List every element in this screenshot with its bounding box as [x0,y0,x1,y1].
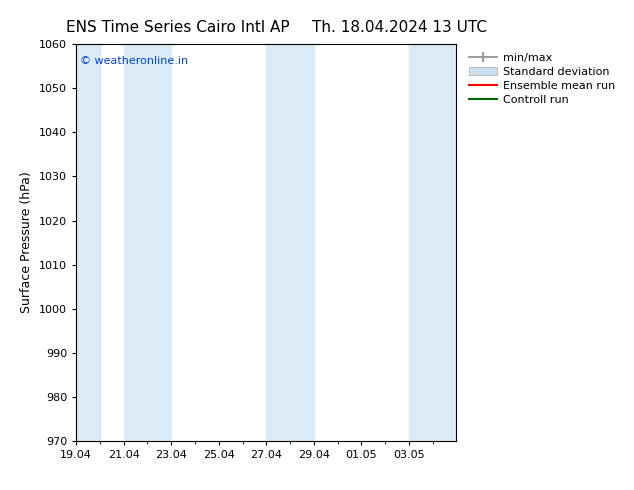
Y-axis label: Surface Pressure (hPa): Surface Pressure (hPa) [20,172,34,314]
Text: Th. 18.04.2024 13 UTC: Th. 18.04.2024 13 UTC [312,20,487,35]
Text: © weatheronline.in: © weatheronline.in [80,56,188,66]
Bar [76,44,100,441]
Bar [266,44,314,441]
Bar [409,44,456,441]
Bar [124,44,171,441]
Legend: min/max, Standard deviation, Ensemble mean run, Controll run: min/max, Standard deviation, Ensemble me… [466,49,618,108]
Text: ENS Time Series Cairo Intl AP: ENS Time Series Cairo Intl AP [66,20,289,35]
